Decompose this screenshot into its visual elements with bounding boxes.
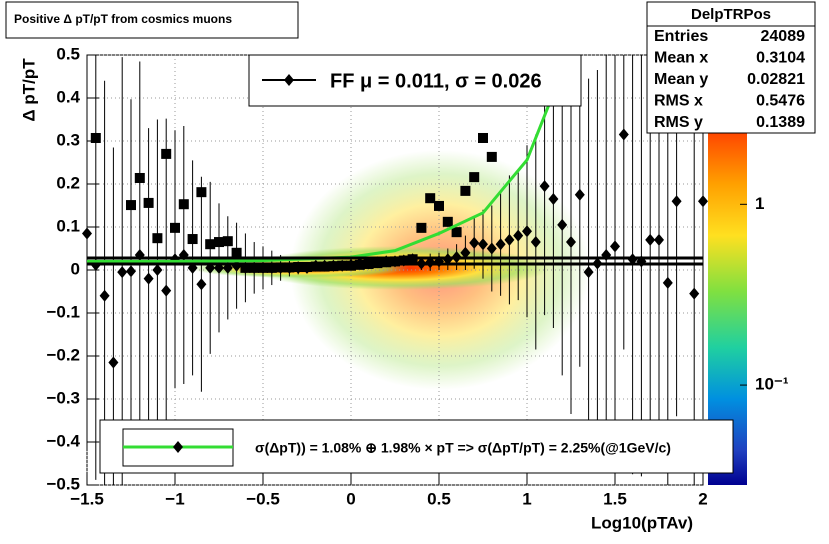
x-tick-label: −1 <box>165 489 184 508</box>
square-marker <box>451 227 462 238</box>
stats-title: DelpTRPos <box>691 6 771 23</box>
diamond-marker <box>460 246 471 259</box>
diamond-marker <box>152 264 163 276</box>
stats-key: Mean y <box>654 71 708 88</box>
diamond-marker <box>134 248 145 261</box>
x-tick-label: −1.5 <box>70 489 104 508</box>
diamond-marker <box>530 236 541 249</box>
chart-title: Positive Δ pT/pT from cosmics muons <box>14 12 232 26</box>
diamond-marker <box>82 227 92 240</box>
square-marker <box>478 132 488 143</box>
x-tick-label: −0.5 <box>246 489 280 508</box>
diamond-marker <box>618 128 629 141</box>
square-marker <box>416 222 427 233</box>
diamond-marker <box>645 233 656 246</box>
z-tick-label: 10⁻¹ <box>755 375 789 394</box>
diamond-marker <box>610 240 620 253</box>
diamond-marker <box>161 284 172 297</box>
stats-key: Mean x <box>654 50 708 67</box>
diamond-marker <box>522 225 532 238</box>
diamond-marker <box>513 229 524 242</box>
plot-content: −1.5 −1 −0.5 0 0.5 1 1.5 2 −0.5 −0.4 −0.3 −0.2 −0.1 0… <box>46 44 788 508</box>
square-marker <box>469 172 480 183</box>
diamond-marker <box>486 242 497 255</box>
y-tick-label: 0 <box>71 259 80 278</box>
diamond-marker <box>671 195 682 208</box>
y-tick-label: 0.4 <box>56 87 80 106</box>
diamond-marker <box>574 188 585 201</box>
diamond-marker <box>698 195 708 208</box>
diamond-marker <box>178 248 189 261</box>
square-marker <box>460 185 471 196</box>
diamond-marker <box>126 265 136 278</box>
legend-label: σ(ΔpT)) = 1.08% ⊕ 1.98% × pT => σ(ΔpT/pT… <box>255 440 671 456</box>
fit-line <box>87 101 552 263</box>
diamond-marker <box>108 356 119 369</box>
stats-key: Entries <box>654 28 708 45</box>
x-tick-label: 0.5 <box>427 489 451 508</box>
diamond-marker <box>495 238 506 251</box>
stats-value: 0.1389 <box>756 114 805 131</box>
square-marker <box>486 151 497 162</box>
y-axis-label: Δ pT/pT <box>19 58 38 122</box>
diamond-marker <box>548 193 559 206</box>
diamond-marker <box>504 233 515 246</box>
x-tick-label: 1 <box>522 489 531 508</box>
diamond-marker <box>478 238 488 251</box>
square-marker <box>442 216 453 227</box>
x-axis-label: Log10(pTAv) <box>591 513 693 532</box>
y-tick-label: 0.1 <box>56 216 80 235</box>
diamond-marker <box>99 289 110 302</box>
diamond-marker <box>583 266 594 279</box>
diamond-marker <box>143 272 154 285</box>
z-tick-label: 1 <box>755 194 764 213</box>
y-tick-label: −0.4 <box>46 431 80 450</box>
y-tick-label: 0.2 <box>56 173 80 192</box>
stats-value: 0.3104 <box>756 50 805 67</box>
y-tick-label: −0.2 <box>46 345 80 364</box>
diamond-marker <box>469 236 480 249</box>
legend-marker <box>284 74 294 86</box>
square-marker <box>434 200 444 211</box>
y-tick-label: 0.5 <box>56 44 80 63</box>
x-tick-label: 1.5 <box>603 489 627 508</box>
y-tick-label: −0.1 <box>46 302 80 321</box>
diamond-marker <box>654 233 664 246</box>
diamond-marker <box>117 266 128 279</box>
title-box <box>5 1 299 39</box>
diamond-marker <box>662 276 673 289</box>
stats-value: 0.02821 <box>747 71 805 88</box>
legend-marker <box>173 441 183 453</box>
diamond-marker <box>557 218 568 231</box>
y-tick-label: −0.3 <box>46 388 80 407</box>
diamond-marker <box>566 236 576 249</box>
stats-value: 24089 <box>761 28 806 45</box>
diamond-marker <box>196 278 207 291</box>
square-marker <box>425 193 436 204</box>
y-tick-label: −0.5 <box>46 474 80 493</box>
y-tick-label: 0.3 <box>56 130 80 149</box>
stats-key: RMS x <box>654 93 703 110</box>
diamond-marker <box>601 248 612 261</box>
stats-key: RMS y <box>654 114 703 131</box>
stats-value: 0.5476 <box>756 93 805 110</box>
x-tick-label: 2 <box>698 489 707 508</box>
stats-box <box>646 1 816 134</box>
x-tick-label: 0 <box>346 489 355 508</box>
legend-label: FF μ = 0.011, σ = 0.026 <box>330 70 542 92</box>
diamond-marker <box>539 180 550 193</box>
diamond-marker <box>689 287 700 300</box>
